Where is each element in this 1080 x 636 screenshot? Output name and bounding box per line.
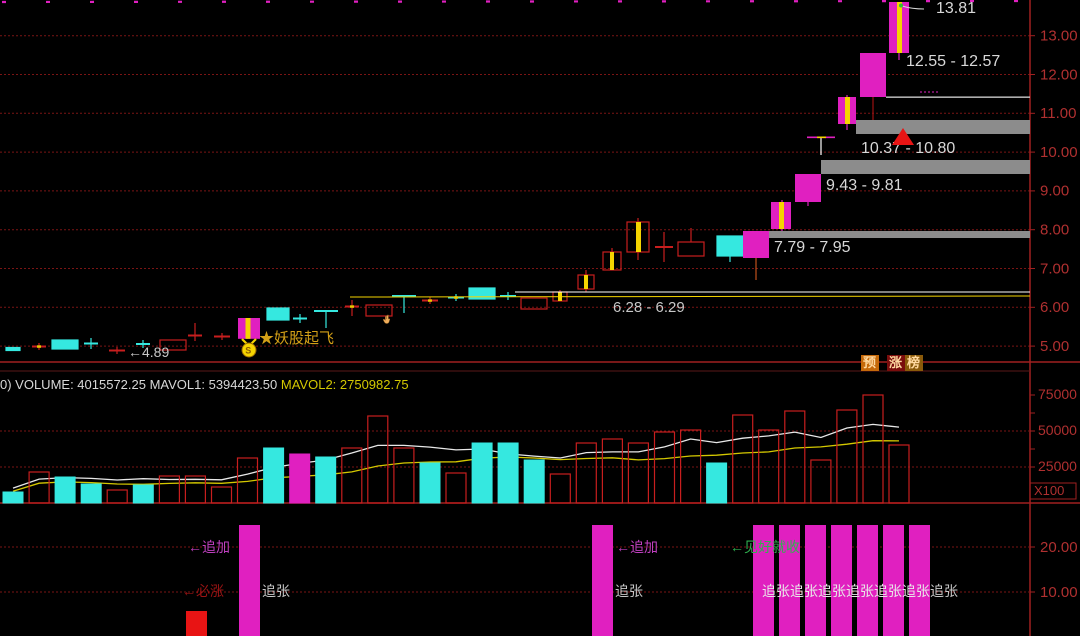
svg-text:11.00: 11.00 — [1040, 105, 1076, 122]
svg-text:6.28 - 6.29: 6.28 - 6.29 — [613, 299, 685, 316]
svg-text:9.00: 9.00 — [1040, 183, 1069, 200]
svg-text:涨: 涨 — [888, 355, 902, 370]
svg-text:★妖股起飞: ★妖股起飞 — [259, 330, 334, 347]
svg-text:←追加: ←追加 — [616, 539, 658, 555]
svg-text:榜: 榜 — [907, 355, 920, 370]
svg-text:7.79 - 7.95: 7.79 - 7.95 — [774, 239, 851, 256]
svg-text:20.00: 20.00 — [1040, 539, 1078, 556]
svg-text:←必涨: ←必涨 — [182, 583, 224, 599]
svg-text:12.00: 12.00 — [1040, 66, 1078, 83]
svg-text:5.00: 5.00 — [1040, 338, 1069, 355]
svg-text:12.55 - 12.57: 12.55 - 12.57 — [906, 53, 1000, 70]
svg-text:6.00: 6.00 — [1040, 299, 1069, 316]
svg-text:追张: 追张 — [930, 583, 958, 599]
svg-text:0) VOLUME: 4015572.25 MAVOL1:: 0) VOLUME: 4015572.25 MAVOL1: 5394423.50… — [0, 377, 409, 392]
svg-text:10.00: 10.00 — [1040, 144, 1078, 161]
svg-text:7.00: 7.00 — [1040, 260, 1069, 277]
svg-text:9.43 - 9.81: 9.43 - 9.81 — [826, 177, 903, 194]
svg-text:13.00: 13.00 — [1040, 28, 1078, 45]
svg-text:追张: 追张 — [262, 583, 290, 599]
svg-text:8.00: 8.00 — [1040, 222, 1069, 239]
svg-text:75000: 75000 — [1038, 386, 1077, 402]
svg-text:←追加: ←追加 — [188, 539, 230, 555]
svg-text:X100: X100 — [1034, 483, 1064, 498]
svg-text:25000: 25000 — [1038, 458, 1077, 474]
svg-text:←4.89: ←4.89 — [128, 344, 169, 360]
svg-text:预: 预 — [863, 355, 876, 370]
svg-text:S: S — [245, 346, 251, 356]
svg-text:50000: 50000 — [1038, 422, 1077, 438]
svg-text:追张追张追张追张追张追张: 追张追张追张追张追张追张 — [762, 583, 930, 599]
svg-text:10.00: 10.00 — [1040, 584, 1078, 601]
svg-text:13.81: 13.81 — [936, 0, 976, 17]
svg-text:追张: 追张 — [615, 583, 643, 599]
svg-text:←见好就收: ←见好就收 — [730, 539, 800, 555]
